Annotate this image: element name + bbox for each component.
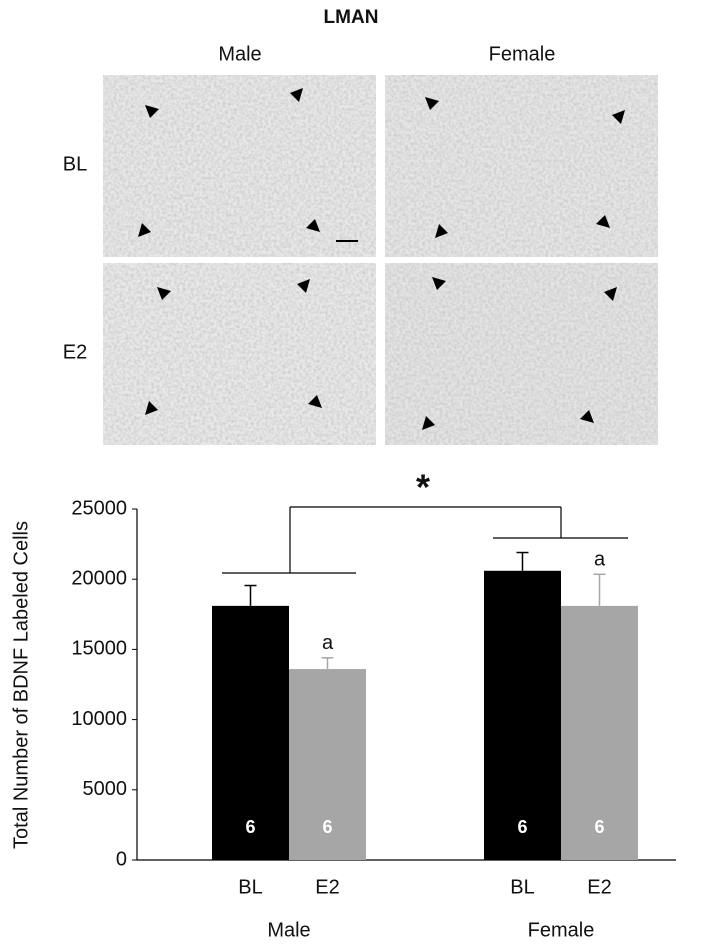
y-tick-label: 5000 [83, 778, 128, 800]
micrograph-texture [103, 263, 376, 445]
n-label: 6 [245, 817, 255, 837]
column-label: Male [218, 43, 261, 65]
bar [561, 605, 638, 860]
column-label: Female [489, 43, 556, 65]
n-label: 6 [594, 817, 604, 837]
series-label: BL [510, 876, 534, 898]
micrographs [103, 75, 658, 445]
series-label: E2 [587, 876, 611, 898]
n-label: 6 [517, 817, 527, 837]
micrograph-texture [385, 75, 658, 257]
significance-star: * [416, 467, 430, 508]
bar [212, 605, 289, 860]
y-tick-label: 20000 [71, 567, 127, 589]
y-axis-label: Total Number of BDNF Labeled Cells [10, 521, 32, 849]
bar [484, 570, 561, 860]
arrowheads [138, 88, 625, 430]
micrograph-texture [103, 75, 376, 257]
y-tick-label: 25000 [71, 497, 127, 519]
n-label: 6 [322, 817, 332, 837]
row-label: E2 [63, 341, 87, 363]
annotation: a [322, 632, 334, 654]
group-label: Female [528, 919, 595, 941]
row-label: BL [63, 153, 87, 175]
brackets [222, 506, 628, 574]
y-tick-label: 10000 [71, 708, 127, 730]
series-label: BL [238, 876, 262, 898]
group-label: Male [267, 919, 310, 941]
series-label: E2 [315, 876, 339, 898]
figure-title: LMAN [324, 7, 379, 28]
bar [289, 669, 366, 860]
annotation: a [594, 549, 606, 571]
y-tick-label: 0 [116, 848, 127, 870]
y-tick-label: 15000 [71, 638, 127, 660]
